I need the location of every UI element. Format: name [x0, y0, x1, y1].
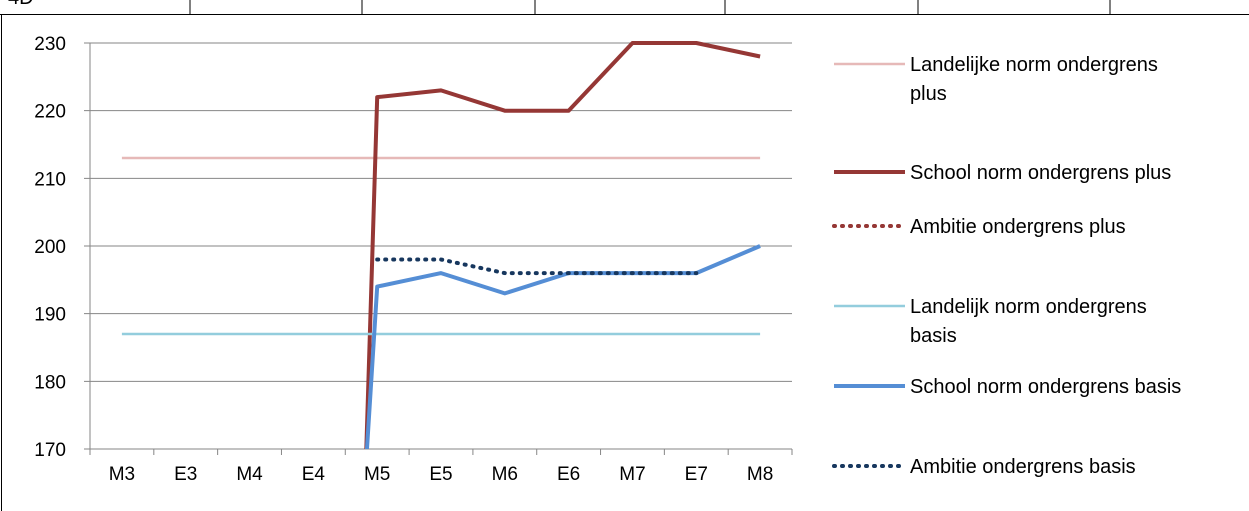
y-tick-label: 200 — [34, 237, 66, 258]
series-line-school-norm-ondergrens-plus — [364, 41, 761, 449]
x-tick-label: E6 — [557, 464, 580, 485]
table-cell-fragment: 4D — [8, 0, 34, 9]
y-tick-label: 190 — [34, 305, 66, 326]
x-tick-label: E5 — [429, 464, 452, 485]
x-tick-label: M5 — [364, 464, 390, 485]
series-lines — [121, 41, 761, 449]
table-top-row: 4D — [0, 0, 1249, 15]
x-tick-label: M4 — [236, 464, 263, 485]
gridlines — [84, 42, 792, 450]
x-tick-label: M3 — [109, 464, 135, 485]
legend-label-school-norm-ondergrens-plus: School norm ondergrens plus — [910, 162, 1171, 184]
legend-label-school-norm-ondergrens-basis: School norm ondergrens basis — [910, 376, 1181, 398]
x-tick-label: E7 — [685, 464, 708, 485]
legend-label-ambitie-ondergrens-plus: Ambitie ondergrens plus — [910, 216, 1126, 238]
y-tick-label: 210 — [34, 169, 66, 190]
legend-label-ambitie-ondergrens-basis: Ambitie ondergrens basis — [910, 456, 1136, 478]
y-tick-label: 230 — [34, 34, 66, 55]
legend-label-landelijk-norm-ondergrens-basis: Landelijk norm ondergrens basis — [910, 296, 1147, 347]
legend-label-landelijke-norm-ondergrens-plus: Landelijke norm ondergrens plus — [910, 54, 1158, 105]
series-line-ambitie-ondergrens-basis — [375, 257, 699, 276]
x-tick-label: E3 — [174, 464, 197, 485]
y-tick-label: 220 — [34, 102, 66, 123]
x-tick-label: M7 — [619, 464, 645, 485]
x-tick-label: M8 — [747, 464, 773, 485]
y-tick-label: 180 — [34, 372, 66, 393]
x-tick-label: M6 — [492, 464, 518, 485]
x-tick-label: E4 — [302, 464, 326, 485]
y-axis-ticks: 170 180 190 200 210 220 230 — [34, 34, 66, 461]
y-tick-label: 170 — [34, 440, 66, 461]
series-line-school-norm-ondergrens-basis — [364, 244, 761, 449]
legend: Landelijke norm ondergrens plus School nor… — [832, 54, 1181, 478]
x-axis-ticks: M3 E3 M4 E4 M5 E5 M6 E6 M7 E7 M8 — [89, 449, 793, 485]
